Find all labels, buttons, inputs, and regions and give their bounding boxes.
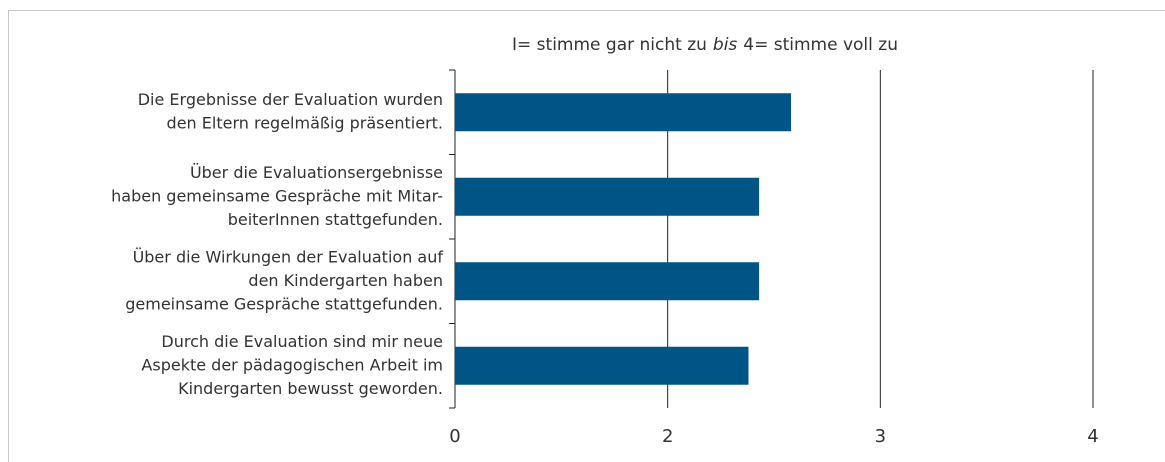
x-tick-label: 4: [1087, 426, 1098, 447]
title-part: I= stimme gar nicht zu: [512, 35, 707, 55]
x-tick-label: 3: [875, 426, 886, 447]
title-part: 4= stimme voll zu: [743, 35, 898, 55]
bar: [455, 262, 760, 301]
title-part: bis: [713, 35, 738, 55]
bar: [455, 177, 760, 216]
frame: [8, 10, 1165, 462]
y-tick-label: Aspekte der pädagogischen Arbeit im: [141, 355, 443, 374]
y-tick-label: Die Ergebnisse der Evaluation wurden: [138, 90, 443, 109]
y-tick-label: Durch die Evaluation sind mir neue: [161, 332, 443, 351]
x-tick-label: 0: [449, 426, 460, 447]
bar: [455, 93, 792, 132]
y-tick-label: den Eltern regelmäßig präsentiert.: [167, 114, 443, 133]
chart-title: I= stimme gar nicht zu bis 4= stimme voll …: [512, 35, 898, 55]
y-tick-label: beiterInnen stattgefunden.: [228, 210, 443, 229]
y-tick-label: gemeinsame Gespräche stattgefunden.: [125, 294, 443, 313]
y-tick-label: Über die Evaluationsergebnisse: [190, 163, 443, 182]
y-tick-label: haben gemeinsame Gespräche mit Mitar-: [111, 186, 443, 205]
y-tick-label: Über die Wirkungen der Evaluation auf: [133, 247, 444, 266]
x-tick-label: 2: [662, 426, 673, 447]
y-tick-label: den Kindergarten haben: [248, 271, 443, 290]
y-tick-label: Kindergarten bewusst geworden.: [178, 379, 443, 398]
bar: [455, 346, 749, 385]
